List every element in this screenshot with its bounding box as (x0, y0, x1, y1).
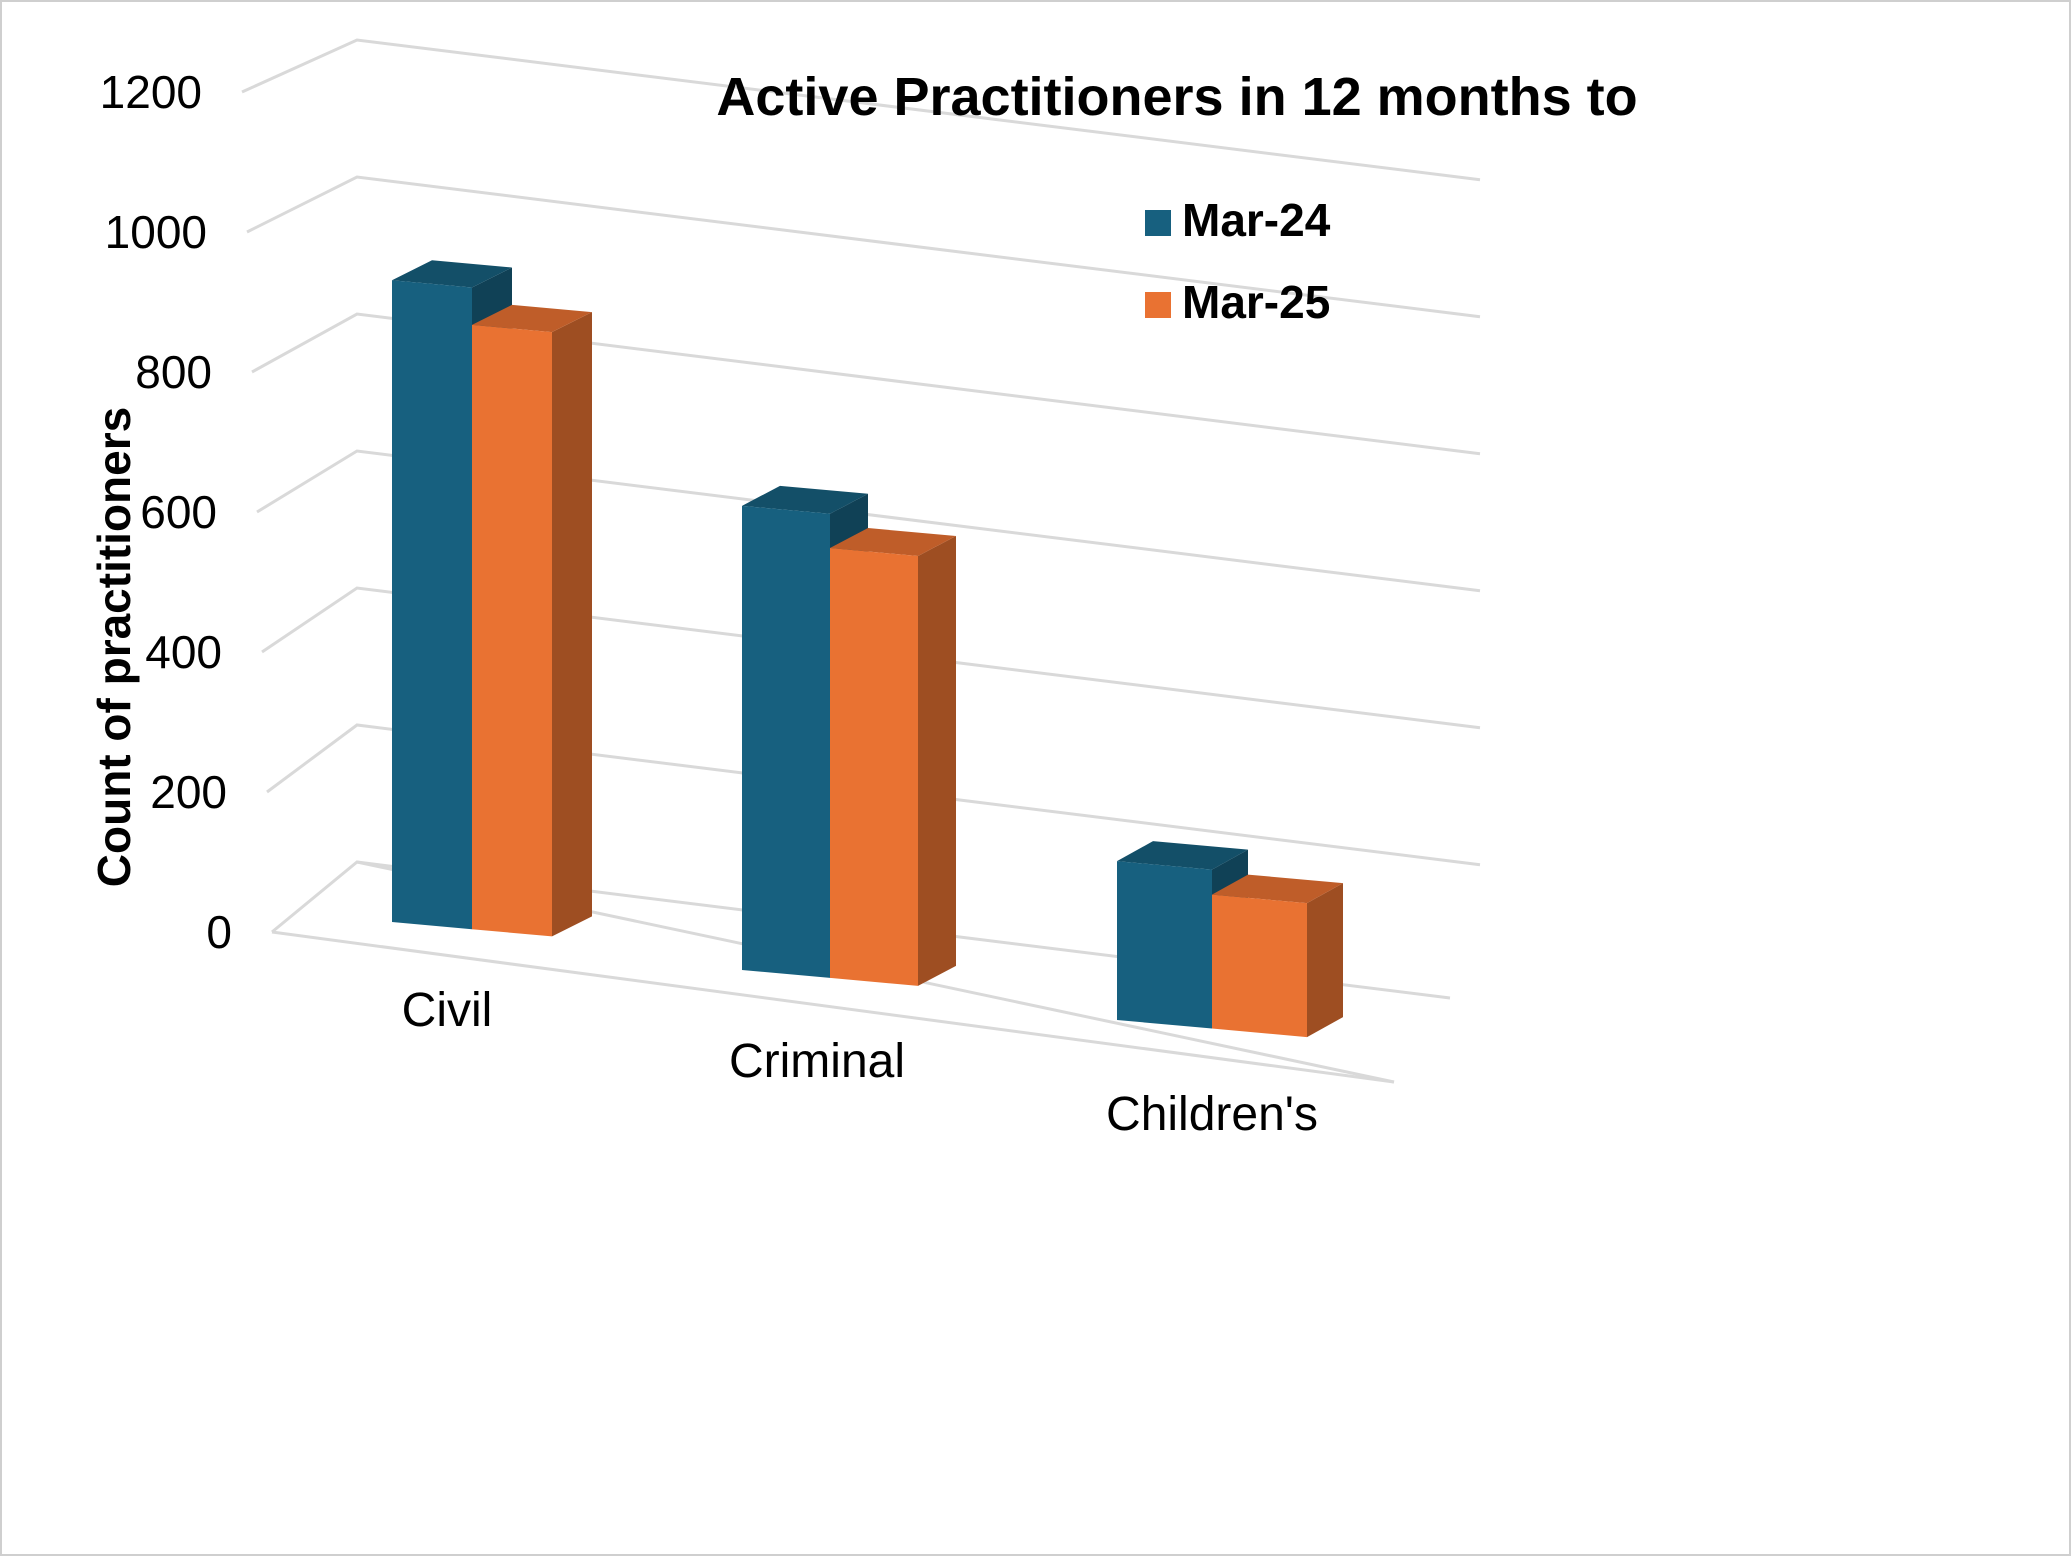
x-category-label: Children's (1106, 1088, 1318, 1141)
y-tick-label: 600 (140, 486, 217, 538)
gridline-800 (251, 312, 1481, 456)
bar-front-face (1212, 894, 1307, 1038)
x-category-label: Civil (402, 984, 493, 1037)
bar-top-face (830, 528, 956, 556)
bar-front-face (1117, 861, 1212, 1029)
y-axis-title: Count of practitioners (88, 407, 140, 887)
bar-front-face (830, 548, 918, 986)
bar-side-face (552, 312, 592, 937)
gridline-400 (261, 586, 1481, 730)
legend-label: Mar-25 (1182, 276, 1330, 328)
bar-top-face (392, 260, 512, 288)
floor-front-edge (271, 930, 1395, 1084)
bar-top-face (472, 304, 592, 333)
bar-top-face (1212, 874, 1343, 904)
gridline-1200 (241, 38, 1481, 182)
bar-side-face (918, 535, 956, 986)
y-tick-label: 1200 (100, 66, 202, 118)
y-tick-label: 400 (145, 626, 222, 678)
legend: Mar-24 Mar-25 (1145, 194, 1331, 328)
y-tick-label: 800 (135, 346, 212, 398)
bar-mar-25-1 (830, 528, 956, 986)
bar-mar-25-0 (472, 304, 592, 937)
axis-labels: 0 200 400 600 800 1000 1200 Civil Criminal Childr… (100, 66, 1318, 1141)
gridline-200 (266, 723, 1481, 867)
legend-swatch-mar-25 (1145, 292, 1171, 318)
legend-label: Mar-24 (1182, 194, 1331, 246)
bar-top-face (742, 485, 868, 514)
gridline-600 (256, 449, 1481, 593)
bar-side-face (1307, 883, 1343, 1038)
legend-swatch-mar-24 (1145, 210, 1171, 236)
y-tick-label: 200 (150, 766, 227, 818)
chart-title: Active Practitioners in 12 months to (716, 67, 1637, 127)
bar-front-face (472, 324, 552, 937)
bar-top-face (1117, 841, 1248, 870)
y-tick-label: 0 (206, 906, 232, 958)
y-tick-label: 1000 (105, 206, 207, 258)
x-category-label: Criminal (729, 1035, 905, 1088)
bar-mar-25-2 (1212, 874, 1343, 1038)
bar-front-face (742, 505, 830, 978)
bar-front-face (392, 280, 472, 930)
bars (392, 260, 1343, 1038)
gridline-1000 (246, 175, 1481, 319)
